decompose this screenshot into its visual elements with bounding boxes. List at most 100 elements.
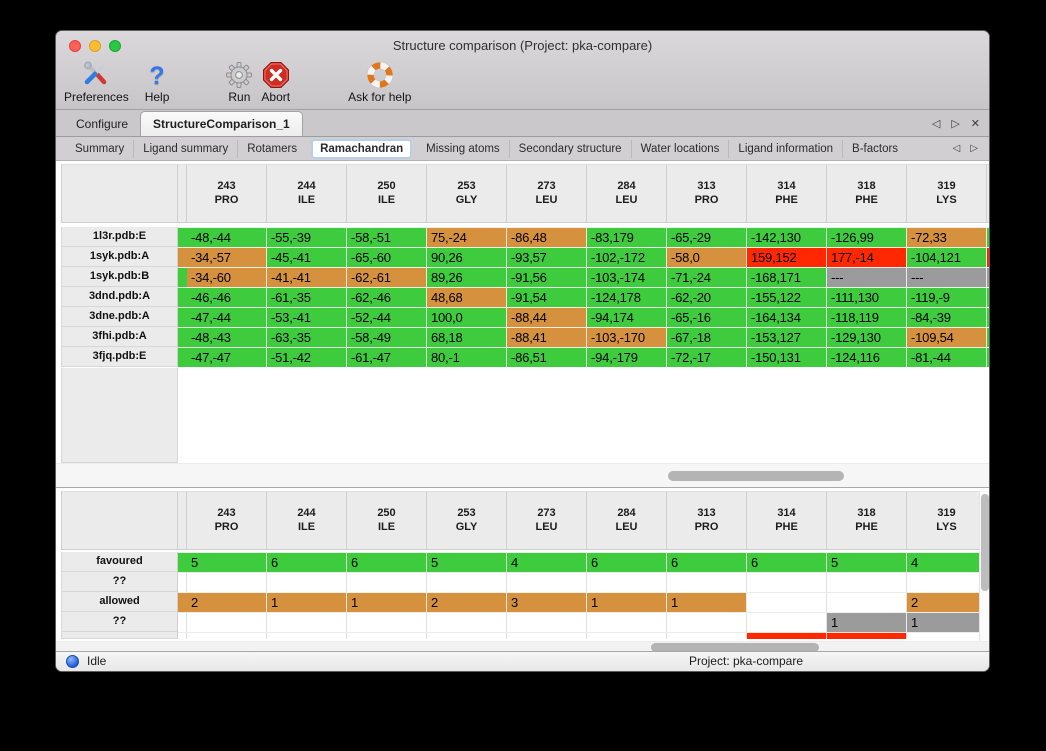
structures-cell-319[interactable]: -104,121 <box>907 247 987 267</box>
tab-structurecomparison-1[interactable]: StructureComparison_1 <box>140 111 303 136</box>
tab-scroll-right-icon[interactable]: ▷ <box>951 117 959 130</box>
structures-cell-284[interactable]: -124,178 <box>587 287 667 307</box>
column-header-253[interactable]: 253GLY <box>427 164 507 223</box>
column-header-314[interactable]: 314PHE <box>747 491 827 550</box>
structures-cell-243[interactable]: -34,-57 <box>187 247 267 267</box>
structures-cell-253[interactable]: 75,-24 <box>427 227 507 247</box>
counts-cell-319[interactable] <box>907 572 987 592</box>
counts-row-label[interactable] <box>61 632 178 639</box>
structures-cell-318[interactable]: -129,130 <box>827 327 907 347</box>
structures-cell-284[interactable]: -83,179 <box>587 227 667 247</box>
counts-cell-273[interactable] <box>507 572 587 592</box>
counts-cell-314[interactable] <box>747 572 827 592</box>
counts-cell-253[interactable]: 2 <box>427 592 507 612</box>
column-header-273[interactable]: 273LEU <box>507 164 587 223</box>
structures-cell-314[interactable]: -150,131 <box>747 347 827 367</box>
subtab-missing-atoms[interactable]: Missing atoms <box>417 140 509 158</box>
help-button[interactable]: ? Help <box>145 58 170 104</box>
structures-cell-244[interactable]: -63,-35 <box>267 327 347 347</box>
structures-cell-243[interactable]: -48,-44 <box>187 227 267 247</box>
counts-cell-319[interactable]: 4 <box>907 552 987 572</box>
counts-cell-319[interactable]: 1 <box>907 612 987 632</box>
subtab-water-locations[interactable]: Water locations <box>631 140 729 158</box>
structures-cell-318[interactable]: -126,99 <box>827 227 907 247</box>
structures-cell-313[interactable]: -67,-18 <box>667 327 747 347</box>
structures-cell-313[interactable]: -72,-17 <box>667 347 747 367</box>
structures-cell-273[interactable]: -91,56 <box>507 267 587 287</box>
structures-cell-253[interactable]: 90,26 <box>427 247 507 267</box>
counts-vertical-scrollbar[interactable] <box>979 491 989 641</box>
column-header-243[interactable]: 243PRO <box>187 164 267 223</box>
subtab-ligand-information[interactable]: Ligand information <box>728 140 842 158</box>
structures-cell-284[interactable]: -102,-172 <box>587 247 667 267</box>
structures-cell-250[interactable]: -62,-46 <box>347 287 427 307</box>
preferences-button[interactable]: Preferences <box>64 58 129 104</box>
tab-close-icon[interactable]: ✕ <box>971 117 980 130</box>
abort-button[interactable]: Abort <box>261 58 290 104</box>
close-window-button[interactable] <box>69 40 81 52</box>
counts-cell-284[interactable] <box>587 572 667 592</box>
column-header-244[interactable]: 244ILE <box>267 164 347 223</box>
counts-cell-284[interactable]: 1 <box>587 592 667 612</box>
counts-hscroll-thumb[interactable] <box>651 643 819 651</box>
structures-cell-319[interactable]: -81,-44 <box>907 347 987 367</box>
tab-configure[interactable]: Configure <box>64 112 140 136</box>
structures-cell-318[interactable]: -118,119 <box>827 307 907 327</box>
structures-cell-273[interactable]: -93,57 <box>507 247 587 267</box>
structures-cell-313[interactable]: -58,0 <box>667 247 747 267</box>
structures-cell-319[interactable]: --- <box>907 267 987 287</box>
counts-vscroll-thumb[interactable] <box>981 494 989 591</box>
ask-for-help-button[interactable]: Ask for help <box>348 58 411 104</box>
column-header-319[interactable]: 319LYS <box>907 491 987 550</box>
minimize-window-button[interactable] <box>89 40 101 52</box>
counts-cell-314[interactable] <box>747 592 827 612</box>
structures-cell-253[interactable]: 48,68 <box>427 287 507 307</box>
column-header-284[interactable]: 284LEU <box>587 491 667 550</box>
counts-row-label[interactable]: ?? <box>61 572 178 592</box>
structures-horizontal-scrollbar[interactable] <box>56 463 989 488</box>
counts-cell-313[interactable]: 6 <box>667 552 747 572</box>
counts-cell-313[interactable]: 1 <box>667 592 747 612</box>
column-header-313[interactable]: 313PRO <box>667 491 747 550</box>
column-header-314[interactable]: 314PHE <box>747 164 827 223</box>
counts-cell-244[interactable] <box>267 612 347 632</box>
subtab-ligand-summary[interactable]: Ligand summary <box>133 140 237 158</box>
counts-cell-253[interactable]: 5 <box>427 552 507 572</box>
column-header-250[interactable]: 250ILE <box>347 491 427 550</box>
counts-cell-319[interactable] <box>907 632 987 639</box>
column-header-318[interactable]: 318PHE <box>827 164 907 223</box>
counts-cell-314[interactable] <box>747 632 827 639</box>
subtab-b-factors[interactable]: B-factors <box>842 140 907 158</box>
structures-cell-313[interactable]: -65,-16 <box>667 307 747 327</box>
structures-cell-313[interactable]: -62,-20 <box>667 287 747 307</box>
structures-cell-250[interactable]: -62,-61 <box>347 267 427 287</box>
column-header-319[interactable]: 319LYS <box>907 164 987 223</box>
structures-row-label[interactable]: 3dnd.pdb:A <box>61 287 178 307</box>
structures-cell-284[interactable]: -103,-174 <box>587 267 667 287</box>
counts-cell-284[interactable] <box>587 632 667 639</box>
counts-cell-250[interactable]: 1 <box>347 592 427 612</box>
counts-cell-318[interactable] <box>827 632 907 639</box>
counts-cell-244[interactable] <box>267 632 347 639</box>
structures-cell-244[interactable]: -55,-39 <box>267 227 347 247</box>
structures-cell-243[interactable]: -47,-44 <box>187 307 267 327</box>
structures-cell-273[interactable]: -88,41 <box>507 327 587 347</box>
counts-cell-318[interactable]: 1 <box>827 612 907 632</box>
zoom-window-button[interactable] <box>109 40 121 52</box>
counts-cell-253[interactable] <box>427 572 507 592</box>
counts-cell-314[interactable] <box>747 612 827 632</box>
counts-cell-244[interactable]: 1 <box>267 592 347 612</box>
column-header-250[interactable]: 250ILE <box>347 164 427 223</box>
structures-cell-243[interactable]: -47,-47 <box>187 347 267 367</box>
counts-row-label[interactable]: allowed <box>61 592 178 612</box>
structures-cell-244[interactable]: -61,-35 <box>267 287 347 307</box>
column-header-284[interactable]: 284LEU <box>587 164 667 223</box>
structures-row-label[interactable]: 3dne.pdb:A <box>61 307 178 327</box>
structures-cell-318[interactable]: -124,116 <box>827 347 907 367</box>
structures-row-label[interactable]: 3fhi.pdb:A <box>61 327 178 347</box>
counts-cell-250[interactable] <box>347 612 427 632</box>
counts-cell-253[interactable] <box>427 632 507 639</box>
counts-cell-313[interactable] <box>667 632 747 639</box>
subtab-summary[interactable]: Summary <box>66 140 133 158</box>
subtab-secondary-structure[interactable]: Secondary structure <box>509 140 631 158</box>
